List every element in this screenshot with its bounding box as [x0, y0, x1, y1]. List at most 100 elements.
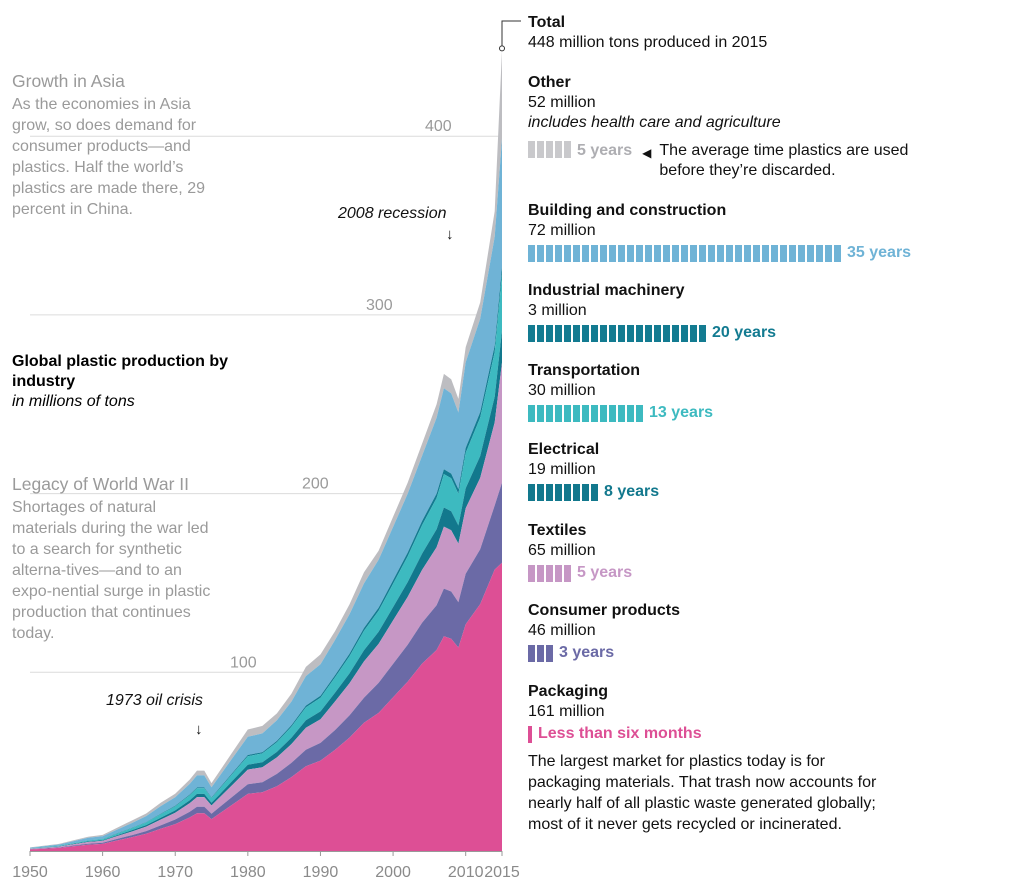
lifespan-year-cell [528, 725, 532, 743]
lifespan-year-cell [546, 324, 553, 342]
lifespan-year-cell [789, 244, 796, 262]
average-use-note-text: The average time plastics are used befor… [659, 142, 909, 179]
x-tick-label: 1950 [12, 864, 48, 881]
lifespan-year-cell [582, 404, 589, 422]
lifespan-year-cell [582, 324, 589, 342]
industry-block: Building and construction 72 million 35 ye… [528, 201, 1018, 263]
annotation-oil-crisis: 1973 oil crisis [106, 692, 203, 709]
industry-amount: 52 million [528, 94, 596, 111]
industry-name: Electrical [528, 441, 600, 458]
lifespan-year-cell [636, 404, 643, 422]
lifespan-year-cell [762, 244, 769, 262]
lifespan-year-cell [528, 644, 535, 662]
pointer-triangle-icon: ◀ [642, 146, 652, 160]
lifespan-cells [528, 404, 643, 422]
lifespan-year-cell [564, 324, 571, 342]
lifespan-label: 13 years [649, 404, 714, 421]
lifespan-year-cell [798, 244, 805, 262]
total-text: 448 million tons produced in 2015 [528, 34, 768, 51]
lifespan-year-cell [690, 324, 697, 342]
lifespan-label: 20 years [712, 324, 777, 341]
lifespan-year-cell [564, 564, 571, 582]
lifespan-year-cell [546, 141, 553, 158]
industry-block: Consumer products 46 million 3 years [528, 601, 1018, 663]
lifespan-year-cell [573, 244, 580, 262]
y-tick-label: 200 [302, 476, 329, 493]
lifespan-year-cell [735, 244, 742, 262]
lifespan-label: 5 years [577, 564, 633, 581]
lifespan-year-cell [600, 324, 607, 342]
lifespan-cells [528, 244, 841, 262]
chart-title-units: in millions of tons [12, 393, 135, 410]
lifespan-year-cell [546, 244, 553, 262]
lifespan-year-cell [744, 244, 751, 262]
lifespan-year-cell [537, 324, 544, 342]
total-block: Total 448 million tons produced in 2015 [528, 13, 1018, 53]
lifespan-year-cell [672, 324, 679, 342]
industry-name: Building and construction [528, 202, 727, 219]
lifespan-year-cell [681, 244, 688, 262]
lifespan-year-cell [537, 644, 544, 662]
lifespan-year-cell [537, 244, 544, 262]
lifespan-label: 35 years [847, 244, 912, 261]
lifespan-year-cell [609, 404, 616, 422]
lifespan-year-cell [708, 244, 715, 262]
lifespan-year-cell [555, 141, 562, 158]
x-tick-label: 1960 [85, 864, 121, 881]
lifespan-year-cell [825, 244, 832, 262]
lifespan-year-cell [528, 141, 535, 158]
lifespan-year-cell [564, 483, 571, 501]
lifespan-cells [528, 564, 571, 582]
x-tick-label: 2000 [375, 864, 411, 881]
note-ww2-text: Shortages of natural materials during th… [12, 499, 211, 642]
lifespan-bar: Less than six months [528, 724, 1018, 744]
industry-block: Other 52 million includes health care and … [528, 73, 1018, 179]
industry-name: Consumer products [528, 602, 681, 619]
x-tick-label: 1970 [157, 864, 193, 881]
lifespan-year-cell [753, 244, 760, 262]
note-asia-title: Growth in Asia [12, 71, 125, 91]
lifespan-cells [528, 141, 571, 158]
lifespan-cells [528, 324, 706, 342]
lifespan-cells [528, 725, 532, 743]
lifespan-bar: 13 years [528, 403, 1018, 423]
lifespan-year-cell [537, 483, 544, 501]
lifespan-year-cell [573, 404, 580, 422]
lifespan-year-cell [600, 404, 607, 422]
total-callout-dot [499, 45, 505, 52]
industry-amount: 46 million [528, 622, 596, 639]
lifespan-year-cell [726, 244, 733, 262]
lifespan-year-cell [555, 404, 562, 422]
lifespan-year-cell [618, 404, 625, 422]
total-title: Total [528, 14, 566, 31]
lifespan-year-cell [834, 244, 841, 262]
lifespan-year-cell [582, 244, 589, 262]
lifespan-year-cell [663, 324, 670, 342]
x-tick-label: 2010 [448, 864, 484, 881]
lifespan-year-cell [807, 244, 814, 262]
lifespan-year-cell [546, 644, 553, 662]
note-ww2-title: Legacy of World War II [12, 474, 190, 494]
lifespan-year-cell [654, 324, 661, 342]
total-callout-line [501, 20, 521, 47]
lifespan-year-cell [528, 244, 535, 262]
industry-subtitle: includes health care and agriculture [528, 114, 781, 131]
lifespan-year-cell [564, 141, 571, 158]
lifespan-year-cell [591, 324, 598, 342]
lifespan-year-cell [591, 244, 598, 262]
lifespan-year-cell [699, 244, 706, 262]
arrow-down-icon: ↓ [446, 226, 454, 243]
x-tick-label: 2015 [484, 864, 520, 881]
lifespan-year-cell [546, 483, 553, 501]
lifespan-year-cell [717, 244, 724, 262]
industry-amount: 72 million [528, 222, 596, 239]
y-tick-label: 400 [425, 118, 452, 135]
packaging-paragraph: The largest market for plastics today is… [528, 753, 877, 833]
industry-name: Textiles [528, 522, 587, 539]
arrow-down-icon: ↓ [195, 721, 203, 738]
lifespan-year-cell [582, 483, 589, 501]
x-tick-label: 1980 [230, 864, 266, 881]
lifespan-year-cell [573, 324, 580, 342]
industry-amount: 30 million [528, 382, 596, 399]
